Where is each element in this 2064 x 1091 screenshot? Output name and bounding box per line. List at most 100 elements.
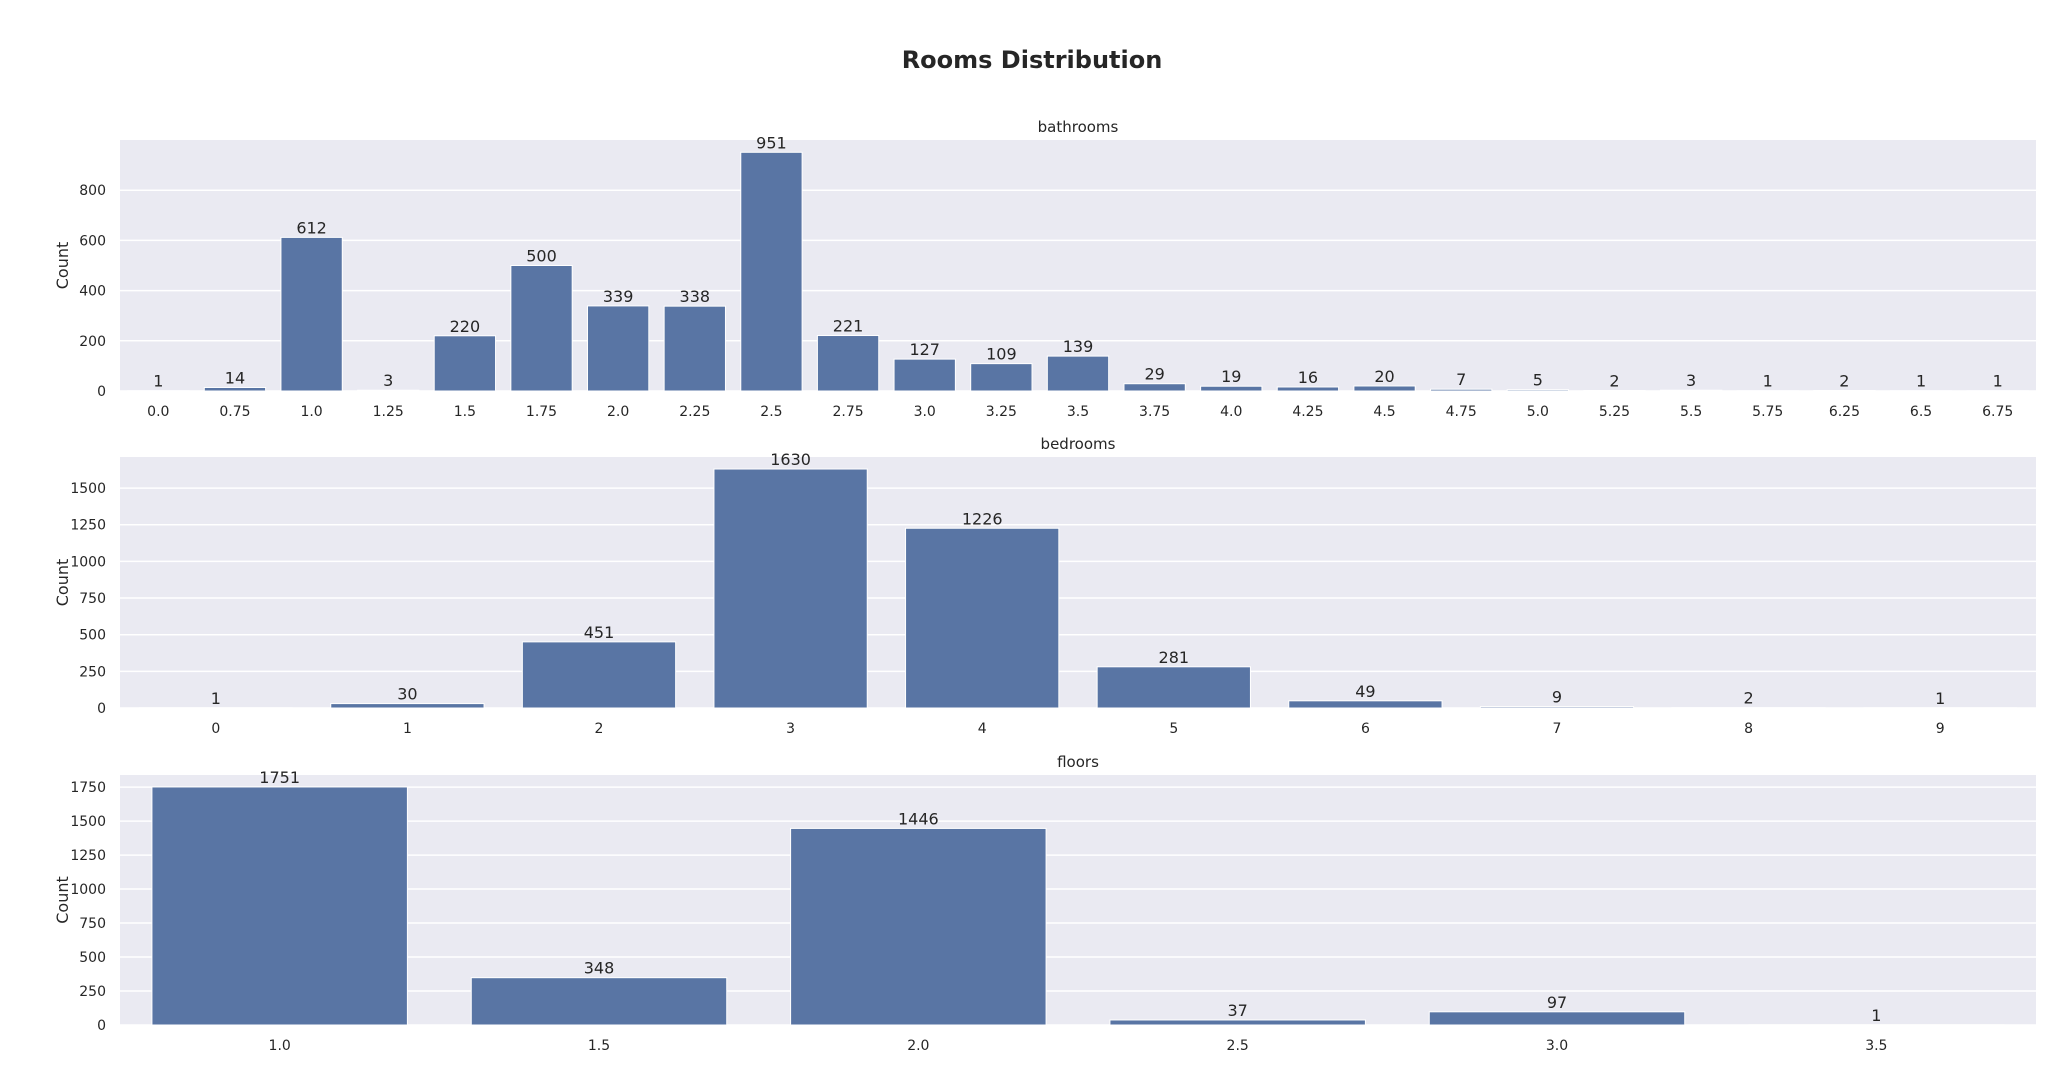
y-tick-label: 1250 bbox=[70, 518, 106, 534]
subplot-floors: 0 250 500 750 1000 1250 1500 1750 floors Count 175… bbox=[53, 753, 2036, 1054]
data-label: 139 bbox=[1063, 337, 1094, 356]
data-label: 3 bbox=[1686, 371, 1696, 390]
x-tick-label: 5 bbox=[1169, 721, 1178, 737]
bar bbox=[1430, 388, 1493, 392]
x-tick-label: 5.25 bbox=[1599, 404, 1630, 420]
y-tick-label: 800 bbox=[79, 183, 106, 199]
bar bbox=[1506, 389, 1569, 392]
data-label: 1 bbox=[211, 689, 221, 708]
bar bbox=[893, 358, 956, 392]
bar bbox=[713, 468, 868, 709]
x-tick-label: 5.5 bbox=[1680, 404, 1702, 420]
x-tick-label: 3 bbox=[786, 721, 795, 737]
data-label: 9 bbox=[1552, 688, 1562, 707]
data-label: 2 bbox=[1839, 371, 1849, 390]
bar bbox=[470, 977, 728, 1026]
y-tick-label: 750 bbox=[79, 591, 106, 607]
data-label: 1446 bbox=[898, 809, 939, 828]
bar bbox=[740, 151, 803, 392]
data-label: 451 bbox=[584, 623, 615, 642]
bar bbox=[970, 363, 1033, 392]
data-label: 1226 bbox=[962, 509, 1003, 528]
data-label: 109 bbox=[986, 345, 1017, 364]
bar bbox=[1659, 389, 1723, 392]
data-label: 3 bbox=[383, 371, 393, 390]
x-tick-label: 6 bbox=[1361, 721, 1370, 737]
bar bbox=[330, 703, 485, 709]
bar bbox=[587, 305, 650, 392]
y-tick-label: 1000 bbox=[70, 882, 106, 898]
x-tick-label: 2 bbox=[595, 721, 604, 737]
y-tick-label: 0 bbox=[97, 701, 106, 717]
data-label: 1630 bbox=[770, 450, 811, 469]
x-tick-label: 3.5 bbox=[1067, 404, 1089, 420]
bar bbox=[816, 335, 880, 392]
bar bbox=[1276, 386, 1340, 392]
x-tick-label: 3.25 bbox=[986, 404, 1017, 420]
x-tick-label: 5.75 bbox=[1752, 404, 1783, 420]
bar bbox=[280, 236, 343, 392]
bar bbox=[433, 335, 497, 392]
y-tick-label: 500 bbox=[79, 628, 106, 644]
x-tick-label: 1.0 bbox=[269, 1038, 291, 1054]
x-tick-label: 1.25 bbox=[373, 404, 404, 420]
x-tick-label: 2.75 bbox=[832, 404, 863, 420]
bar bbox=[663, 305, 726, 392]
data-label: 1751 bbox=[259, 768, 300, 787]
x-tick-label: 4 bbox=[978, 721, 987, 737]
bar bbox=[521, 641, 677, 709]
y-axis-label: Count bbox=[53, 876, 72, 924]
x-tick-label: 6.25 bbox=[1829, 404, 1860, 420]
bar bbox=[1479, 706, 1635, 709]
x-tick-label: 2.0 bbox=[907, 1038, 929, 1054]
x-tick-label: 8 bbox=[1744, 721, 1753, 737]
bar bbox=[790, 827, 1047, 1026]
x-tick-label: 1.5 bbox=[588, 1038, 610, 1054]
y-axis-label: Count bbox=[53, 559, 72, 607]
subplot-bedrooms: 0 250 500 750 1000 1250 1500 bedrooms Count 1 0 30 1… bbox=[53, 435, 2036, 737]
data-label: 49 bbox=[1355, 682, 1375, 701]
figure-title: Rooms Distribution bbox=[902, 46, 1163, 74]
bar bbox=[1123, 383, 1186, 392]
plot-area bbox=[120, 775, 2036, 1025]
data-label: 951 bbox=[756, 133, 787, 152]
bar bbox=[203, 386, 267, 392]
x-tick-label: 4.0 bbox=[1220, 404, 1242, 420]
x-tick-label: 5.0 bbox=[1527, 404, 1549, 420]
bar bbox=[1109, 1019, 1366, 1026]
x-tick-label: 2.0 bbox=[607, 404, 629, 420]
bar bbox=[1428, 1011, 1686, 1026]
bar bbox=[1046, 355, 1110, 392]
data-label: 1 bbox=[1916, 372, 1926, 391]
data-label: 1 bbox=[1993, 372, 2003, 391]
x-tick-label: 3.75 bbox=[1139, 404, 1170, 420]
bar bbox=[1200, 385, 1263, 392]
data-label: 1 bbox=[1871, 1006, 1881, 1025]
data-label: 339 bbox=[603, 287, 634, 306]
bar bbox=[905, 527, 1060, 709]
x-tick-label: 2.5 bbox=[1227, 1038, 1249, 1054]
y-tick-label: 0 bbox=[97, 1018, 106, 1034]
bar bbox=[1353, 385, 1416, 392]
data-label: 1 bbox=[153, 372, 163, 391]
x-tick-label: 6.75 bbox=[1982, 404, 2013, 420]
subplot-title: bedrooms bbox=[1041, 435, 1116, 453]
x-tick-label: 2.25 bbox=[679, 404, 710, 420]
data-label: 221 bbox=[833, 317, 864, 336]
x-tick-label: 9 bbox=[1936, 721, 1945, 737]
data-label: 1 bbox=[1763, 372, 1773, 391]
data-label: 30 bbox=[397, 685, 417, 704]
data-label: 29 bbox=[1144, 365, 1164, 384]
data-label: 2 bbox=[1609, 371, 1619, 390]
y-tick-label: 1750 bbox=[70, 780, 106, 796]
subplot-title: bathrooms bbox=[1038, 118, 1119, 136]
x-tick-label: 1.5 bbox=[454, 404, 476, 420]
subplots: 0200400600800bathroomsCount10.0140.75612… bbox=[53, 118, 2036, 1054]
y-tick-label: 250 bbox=[79, 984, 106, 1000]
plot-area bbox=[120, 457, 2036, 708]
y-tick-label: 1000 bbox=[70, 554, 106, 570]
bar bbox=[510, 265, 573, 392]
y-tick-label: 250 bbox=[79, 664, 106, 680]
x-tick-label: 0.0 bbox=[147, 404, 169, 420]
bar bbox=[1583, 389, 1646, 392]
